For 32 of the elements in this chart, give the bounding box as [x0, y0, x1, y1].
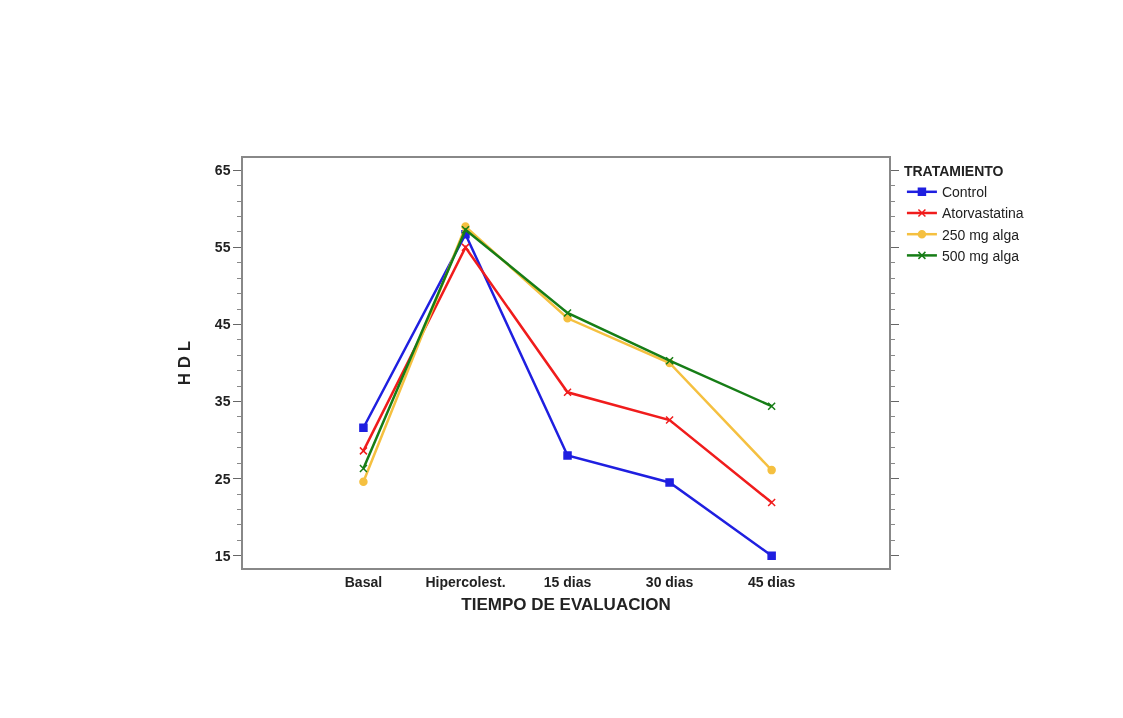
legend-label: 250 mg alga [941, 226, 1020, 243]
legend-title: TRATAMIENTO [903, 163, 1004, 180]
point [359, 446, 368, 456]
x-tick-label: Hipercolest. [425, 573, 506, 590]
x-tick-label: Basal [344, 573, 383, 590]
point [359, 423, 368, 432]
x-tick-label: 15 dias [543, 573, 592, 590]
point [665, 478, 674, 487]
y-tick-label: 45 [214, 316, 231, 333]
y-tick-label: 55 [214, 239, 231, 256]
point [767, 551, 776, 560]
x-tick-label: 30 dias [645, 573, 694, 590]
point [665, 415, 674, 425]
legend-label: 500 mg alga [941, 247, 1020, 264]
y-tick-label: 15 [214, 547, 231, 564]
point [359, 477, 368, 486]
point [563, 308, 572, 318]
y-tick-label: 35 [214, 393, 231, 410]
point [461, 243, 470, 252]
point [563, 451, 572, 460]
legend-label: Control [941, 184, 988, 201]
point [563, 388, 572, 397]
y-tick-label: 65 [214, 162, 231, 179]
x-tick-label: 45 dias [747, 573, 796, 590]
y-axis-title: H D L [174, 340, 194, 386]
point [767, 498, 776, 507]
x-axis-title: TIEMPO DE EVALUACION [461, 595, 671, 615]
point [767, 401, 776, 411]
legend-label: Atorvastatina [941, 205, 1024, 222]
point [359, 464, 368, 473]
y-tick-label: 25 [214, 470, 231, 487]
point [767, 465, 776, 475]
